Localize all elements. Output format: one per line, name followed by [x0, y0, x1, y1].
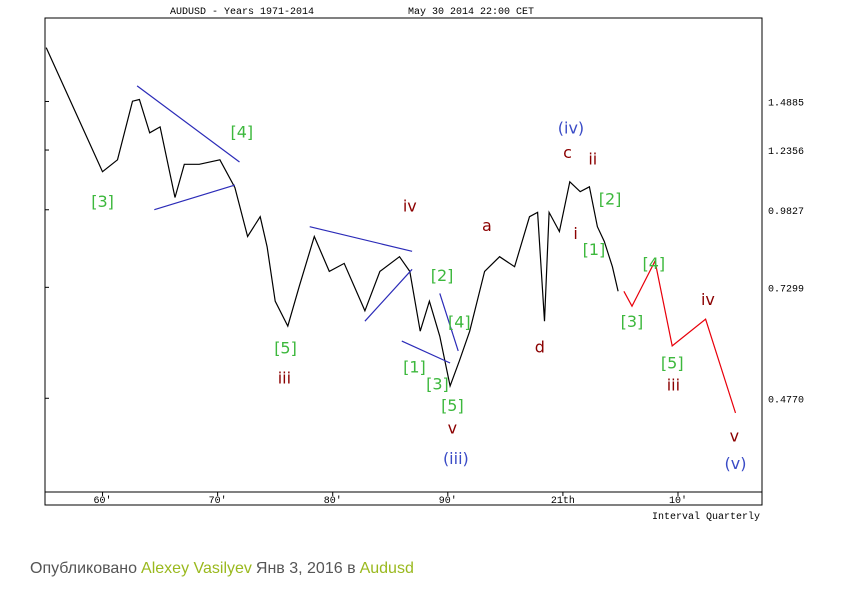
wave-label: [2]	[599, 190, 622, 209]
price-line	[439, 293, 459, 352]
price-line	[45, 47, 619, 389]
x-tick-label: 60′	[94, 495, 112, 507]
price-line	[154, 184, 236, 211]
wave-label: iii	[667, 375, 680, 394]
wave-label: [3]	[91, 192, 114, 211]
wave-label: (iv)	[558, 118, 584, 137]
frame	[44, 17, 763, 506]
wave-label: v	[448, 418, 457, 437]
price-line	[136, 85, 240, 163]
y-tick-label: 0.9827	[768, 207, 804, 218]
x-tick-label: 21th	[551, 495, 575, 507]
wave-label: [2]	[431, 266, 454, 285]
y-tick-label: 0.4770	[768, 395, 804, 406]
wave-label: d	[535, 338, 545, 357]
y-tick-label: 1.2356	[768, 147, 804, 158]
wave-label: [3]	[426, 374, 449, 393]
chart-subtitle: May 30 2014 22:00 CET	[408, 7, 534, 18]
chart: AUDUSD - Years 1971-2014 May 30 2014 22:…	[44, 7, 804, 523]
chart-title: AUDUSD - Years 1971-2014	[170, 7, 314, 18]
footer-text[interactable]: Audusd	[359, 560, 414, 577]
wave-label: [3]	[621, 312, 644, 331]
price-line	[623, 259, 737, 414]
wave-label: [1]	[583, 240, 606, 259]
wave-label: iii	[278, 368, 291, 387]
wave-label: i	[573, 224, 577, 243]
wave-label: [1]	[403, 357, 426, 376]
wave-label: [5]	[274, 339, 297, 358]
x-tick-label: 80′	[324, 495, 342, 507]
x-axis-label: Interval Quarterly	[652, 511, 760, 523]
wave-label: (v)	[725, 454, 747, 473]
price-line	[401, 340, 451, 364]
wave-label: [5]	[661, 353, 684, 372]
wave-label: [5]	[441, 396, 464, 415]
x-tick-label: 70′	[209, 495, 227, 507]
wave-label: ii	[588, 149, 597, 168]
price-line	[364, 268, 413, 322]
wave-label: [4]	[642, 254, 665, 273]
wave-label: [4]	[230, 122, 253, 141]
price-line	[309, 226, 413, 252]
x-tick-label: 10′	[669, 495, 687, 507]
y-tick-label: 0.7299	[768, 284, 804, 295]
footer-text: Янв 3, 2016 в	[255, 560, 356, 577]
y-tick-label: 1.4885	[768, 98, 804, 109]
footer: Опубликовано Alexey Vasilyev Янв 3, 2016 в…	[30, 560, 418, 578]
footer-text: Опубликовано	[30, 560, 138, 577]
wave-label: a	[482, 216, 492, 235]
wave-label: [4]	[448, 313, 471, 332]
wave-label: iv	[701, 290, 715, 309]
x-tick-label: 90′	[439, 495, 457, 507]
footer-text[interactable]: Alexey Vasilyev	[141, 560, 252, 577]
wave-label: c	[563, 143, 572, 162]
wave-label: iv	[403, 196, 417, 215]
wave-label: (iii)	[443, 449, 469, 468]
wave-label: v	[730, 427, 739, 446]
